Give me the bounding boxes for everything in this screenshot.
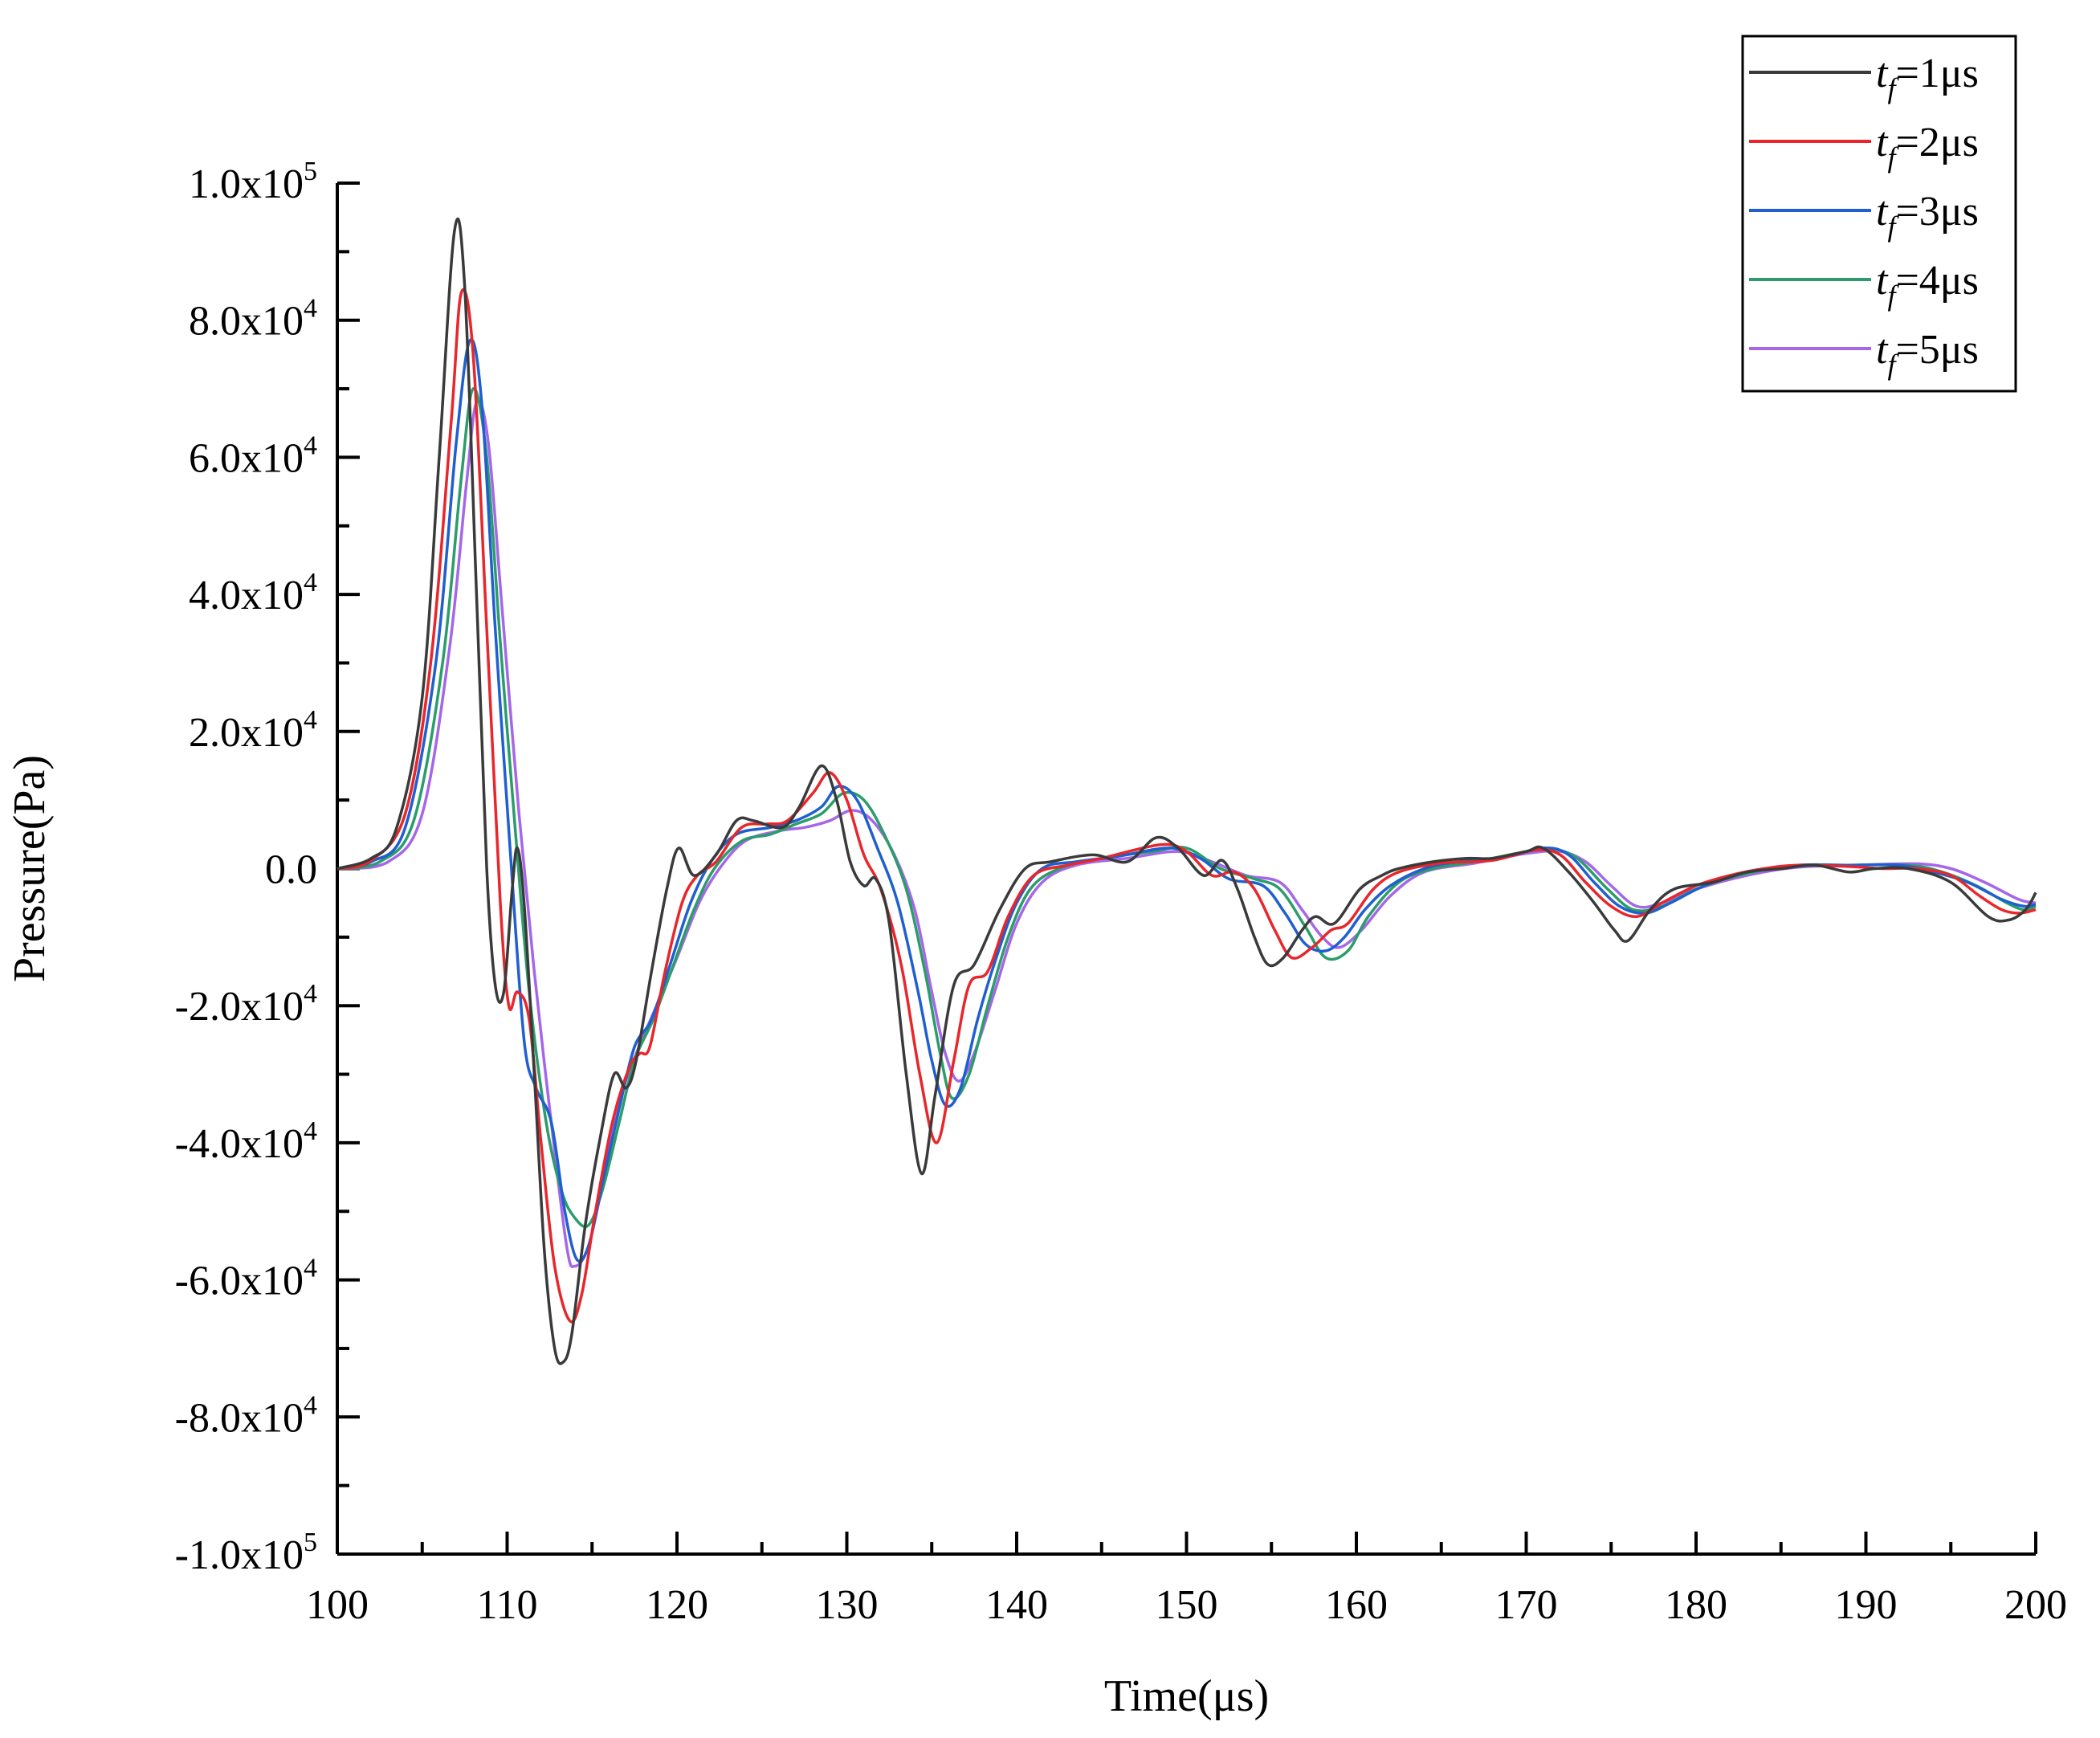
series-line-5: [336, 399, 2037, 1268]
x-tick-label: 160: [1325, 1582, 1388, 1628]
x-tick-label: 110: [476, 1582, 537, 1628]
x-tick-label: 170: [1495, 1582, 1558, 1628]
x-tick-label: 150: [1156, 1582, 1218, 1628]
x-tick-label: 190: [1835, 1582, 1898, 1628]
x-tick-label: 140: [985, 1582, 1048, 1628]
x-axis-title: Time(μs): [1104, 1671, 1269, 1721]
series-line-1: [336, 218, 2037, 1365]
legend-label: tf=3μs: [1876, 189, 1979, 243]
series-line-2: [336, 288, 2037, 1324]
y-tick-label: -4.0x104: [175, 1116, 317, 1167]
y-tick-label: -2.0x104: [175, 979, 317, 1030]
series-line-4: [336, 387, 2037, 1229]
x-tick-label: 120: [646, 1582, 708, 1628]
legend: tf=1μs tf=2μs tf=3μs tf=4μs tf=5μs: [1741, 35, 2017, 393]
y-tick-label: 8.0x104: [189, 294, 317, 345]
y-tick-label: -1.0x105: [175, 1528, 317, 1578]
y-tick-label: 4.0x104: [189, 568, 317, 618]
x-tick-label: 200: [2004, 1582, 2067, 1628]
series-layer: [336, 218, 2037, 1365]
axes: 100 110 120 130 140 150 160 170 180 190 200 1.0x105…: [175, 157, 2067, 1628]
legend-label: tf=4μs: [1876, 258, 1979, 312]
legend-box: [1741, 35, 2017, 393]
y-tick-label: -8.0x104: [175, 1390, 317, 1441]
x-tick-label: 130: [816, 1582, 879, 1628]
x-tick-label: 100: [306, 1582, 369, 1628]
y-axis-title: Pressure(Pa): [5, 755, 55, 982]
legend-label: tf=1μs: [1876, 51, 1979, 104]
y-tick-label: 6.0x104: [189, 430, 317, 481]
y-tick-label: 1.0x105: [189, 157, 317, 207]
y-tick-label: -6.0x104: [175, 1254, 317, 1304]
legend-label: tf=5μs: [1876, 327, 1979, 381]
legend-label: tf=2μs: [1876, 120, 1979, 173]
x-tick-label: 180: [1665, 1582, 1727, 1628]
y-tick-label: 0.0: [265, 847, 317, 893]
y-tick-label: 2.0x104: [189, 705, 317, 756]
series-line-3: [336, 338, 2037, 1263]
